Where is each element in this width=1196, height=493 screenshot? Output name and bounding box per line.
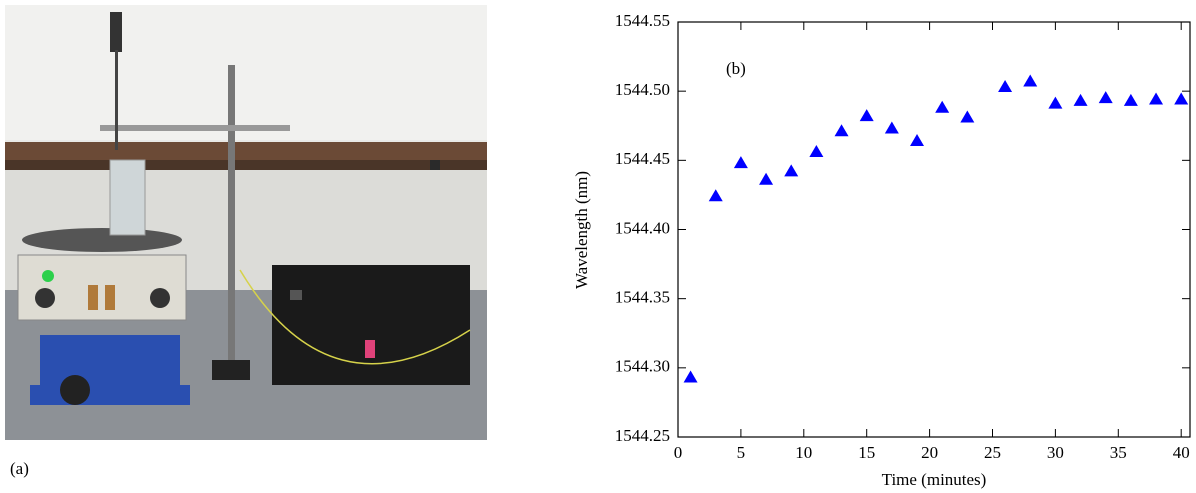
x-tick-label: 15 — [858, 443, 875, 462]
point — [935, 100, 950, 113]
y-tick-label: 1544.50 — [615, 80, 670, 99]
y-tick-label: 1544.40 — [615, 218, 670, 237]
point — [1123, 93, 1138, 106]
x-tick-label: 35 — [1110, 443, 1127, 462]
point — [1174, 92, 1189, 105]
plot-frame — [677, 21, 1191, 438]
point — [1048, 96, 1063, 109]
point — [1098, 91, 1113, 104]
x-tick-label: 25 — [984, 443, 1001, 462]
y-tick-label: 1544.25 — [615, 426, 670, 445]
point — [784, 164, 799, 177]
x-tick-label: 30 — [1047, 443, 1064, 462]
y-tick-label: 1544.30 — [615, 357, 670, 376]
point — [809, 145, 824, 158]
point — [960, 110, 975, 123]
point — [1023, 74, 1038, 87]
x-axis-label: Time (minutes) — [882, 470, 987, 489]
annotation: (b) — [726, 59, 746, 78]
point — [708, 189, 723, 202]
point — [759, 172, 774, 185]
point — [884, 121, 899, 134]
y-tick-label: 1544.45 — [615, 149, 670, 168]
x-tick-label: 5 — [737, 443, 746, 462]
point — [834, 124, 849, 137]
point — [733, 156, 748, 169]
y-axis-label: Wavelength (nm) — [572, 171, 591, 289]
photo — [5, 5, 487, 440]
point — [859, 109, 874, 122]
x-tick-label: 20 — [921, 443, 938, 462]
panel-a-label: (a) — [10, 459, 29, 478]
point — [683, 370, 698, 383]
point — [998, 80, 1013, 93]
point — [1073, 93, 1088, 106]
x-tick-label: 0 — [674, 443, 683, 462]
x-tick-label: 40 — [1173, 443, 1190, 462]
y-tick-label: 1544.55 — [615, 11, 670, 30]
y-tick-label: 1544.35 — [615, 288, 670, 307]
point — [1149, 92, 1164, 105]
x-tick-label: 10 — [795, 443, 812, 462]
point — [910, 133, 925, 146]
